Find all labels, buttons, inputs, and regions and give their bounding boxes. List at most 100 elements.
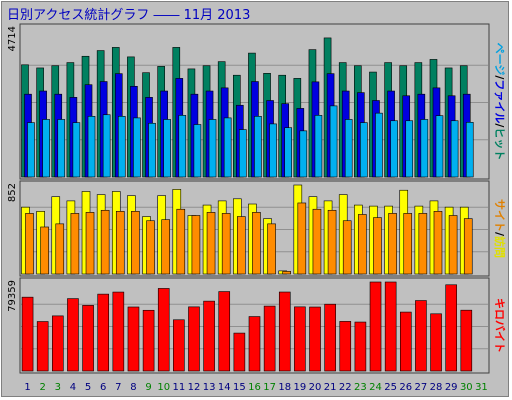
chart-title: 日別アクセス統計グラフ ―― 11月 2013 xyxy=(7,7,250,23)
kilobytes-kbytes-bar xyxy=(430,313,442,372)
legend-text: キロバイト xyxy=(493,298,506,353)
kilobytes-kbytes-bar xyxy=(82,305,94,372)
sites-visits-sites-bar xyxy=(100,209,110,275)
day-label: 11 xyxy=(172,382,185,393)
pages-files-hits-pages-bar xyxy=(420,119,429,178)
pages-files-hits-pages-bar xyxy=(284,127,292,178)
sites-visits-sites-bar xyxy=(146,220,155,275)
day-label: 14 xyxy=(218,382,231,393)
sites-visits-sites-bar xyxy=(282,271,291,275)
sites-visits-panel: 852 サイト/訪問 xyxy=(7,180,507,277)
legend-text: ファイル xyxy=(493,79,506,123)
day-label: 18 xyxy=(278,382,291,393)
legend-text: ページ xyxy=(493,43,506,76)
kilobytes-kbytes-bar xyxy=(278,291,291,372)
kilobytes-kbytes-bar xyxy=(369,281,382,372)
day-label: 12 xyxy=(188,382,201,393)
kilobytes-legend: キロバイト xyxy=(493,298,506,353)
pages-files-hits-pages-bar xyxy=(450,120,459,178)
sites-visits-sites-bar xyxy=(25,213,34,275)
day-label: 20 xyxy=(309,382,322,393)
day-label: 13 xyxy=(203,382,216,393)
day-label: 16 xyxy=(248,382,261,393)
day-label: 30 xyxy=(460,382,473,393)
day-label: 10 xyxy=(157,382,170,393)
pages-files-hits-pages-bar xyxy=(465,122,474,178)
legend-text: / xyxy=(493,232,506,237)
pages-files-hits-pages-bar xyxy=(102,114,111,178)
kilobytes-kbytes-bar xyxy=(339,321,352,372)
pages-files-hits-pages-bar xyxy=(87,116,96,178)
kilobytes-kbytes-bar xyxy=(142,309,155,372)
pages-files-hits-pages-bar xyxy=(299,130,308,178)
day-label: 23 xyxy=(354,382,367,393)
legend-text: / xyxy=(493,123,506,128)
pages-files-hits-pages-bar xyxy=(269,123,277,178)
legend-text: ヒット xyxy=(493,127,506,160)
kilobytes-kbytes-bar xyxy=(384,281,397,372)
day-label: 31 xyxy=(475,382,488,393)
day-label: 25 xyxy=(384,382,397,393)
kilobytes-kbytes-bar xyxy=(173,319,185,372)
day-label: 26 xyxy=(399,382,412,393)
sites-visits-sites-bar xyxy=(403,213,413,275)
kilobytes-kbytes-bar xyxy=(233,332,246,372)
legend-text: / xyxy=(493,75,506,80)
day-label: 15 xyxy=(233,382,246,393)
kilobytes-kbytes-bar xyxy=(97,293,110,372)
sites-visits-sites-bar xyxy=(448,215,458,275)
kilobytes-kbytes-bar xyxy=(112,291,125,372)
sites-visits-sites-bar xyxy=(70,213,80,275)
kilobytes-kbytes-bar xyxy=(67,298,79,372)
day-label: 4 xyxy=(70,382,76,393)
sites-visits-sites-bar xyxy=(131,211,140,275)
sites-visits-legend: サイト/訪問 xyxy=(493,199,507,258)
sites-visits-sites-bar xyxy=(85,212,95,275)
sites-visits-sites-bar xyxy=(267,223,276,275)
day-label: 7 xyxy=(115,382,121,393)
pages-files-hits-pages-bar xyxy=(314,115,323,178)
sites-visits-sites-bar xyxy=(463,218,473,275)
day-label: 9 xyxy=(145,382,151,393)
day-label: 27 xyxy=(415,382,428,393)
kilobytes-kbytes-bar xyxy=(445,284,457,372)
kilobytes-kbytes-bar xyxy=(263,305,276,372)
sites-visits-sites-bar xyxy=(297,202,307,275)
sites-visits-sites-bar xyxy=(40,226,49,275)
sites-visits-sites-bar xyxy=(252,212,261,275)
kilobytes-kbytes-bar xyxy=(460,309,473,372)
kilobytes-kbytes-bar xyxy=(309,306,321,372)
day-label: 3 xyxy=(55,382,61,393)
sites-visits-sites-bar xyxy=(433,211,443,275)
sites-visits-sites-bar xyxy=(342,220,352,275)
kilobytes-panel: 79359 キロバイト xyxy=(7,277,506,374)
kilobytes-ymax-label: 79359 xyxy=(7,280,18,312)
sites-visits-sites-bar xyxy=(115,211,125,275)
pages-files-hits-pages-bar xyxy=(223,117,232,178)
sites-visits-sites-bar xyxy=(221,213,231,275)
day-label: 2 xyxy=(40,382,46,393)
day-label: 1 xyxy=(24,382,30,393)
legend-text: 訪問 xyxy=(493,236,507,258)
kilobytes-kbytes-bar xyxy=(354,321,367,372)
pages-files-hits-pages-bar xyxy=(178,115,187,178)
kilobytes-kbytes-bar xyxy=(157,288,170,372)
kilobytes-kbytes-bar xyxy=(21,296,34,372)
day-label: 29 xyxy=(445,382,458,393)
sites-visits-sites-bar xyxy=(237,216,246,275)
pages-files-hits-pages-bar xyxy=(360,122,368,178)
legend-text: サイト xyxy=(493,199,506,232)
pages-files-hits-pages-bar xyxy=(435,115,444,178)
sites-visits-sites-bar xyxy=(358,214,367,275)
sites-visits-ymax-label: 852 xyxy=(7,183,18,202)
day-label: 17 xyxy=(263,382,276,393)
sites-visits-sites-bar xyxy=(327,209,337,275)
kilobytes-kbytes-bar xyxy=(324,303,336,372)
kilobytes-kbytes-bar xyxy=(36,321,49,372)
pages-files-hits-pages-bar xyxy=(117,116,126,178)
pages-files-hits-pages-bar xyxy=(254,116,262,178)
pages-files-hits-pages-bar xyxy=(344,119,353,178)
